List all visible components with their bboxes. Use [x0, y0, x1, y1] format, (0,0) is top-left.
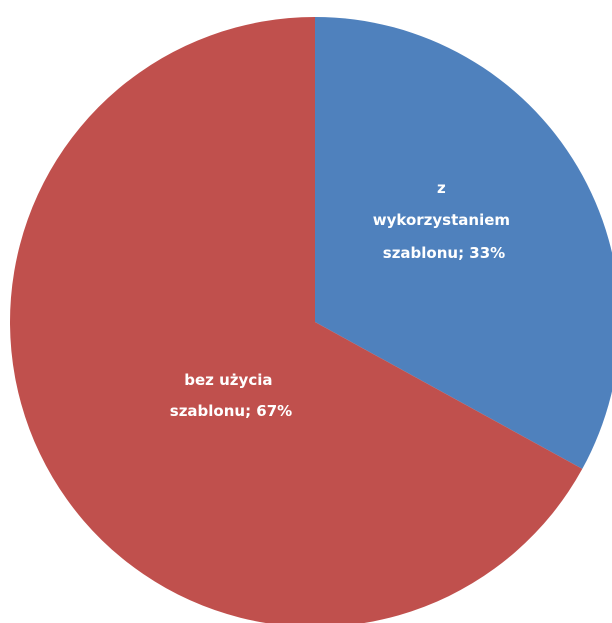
label-line: bez użycia: [184, 371, 272, 389]
slice-label-bez-uzycia: bez użycia szablonu; 67%: [170, 371, 292, 420]
pie-labels: z wykorzystaniem szablonu; 33% bez użyci…: [170, 179, 516, 420]
pie-slice-0: [315, 17, 612, 469]
label-line: szablonu; 33%: [383, 244, 505, 262]
label-line: wykorzystaniem: [373, 211, 510, 229]
label-line: z: [437, 179, 446, 197]
label-line: szablonu; 67%: [170, 402, 292, 420]
slice-label-template-wykorzystaniem: z wykorzystaniem szablonu; 33%: [373, 179, 516, 262]
pie-slices: [10, 17, 612, 623]
pie-slice-1: [10, 17, 583, 623]
